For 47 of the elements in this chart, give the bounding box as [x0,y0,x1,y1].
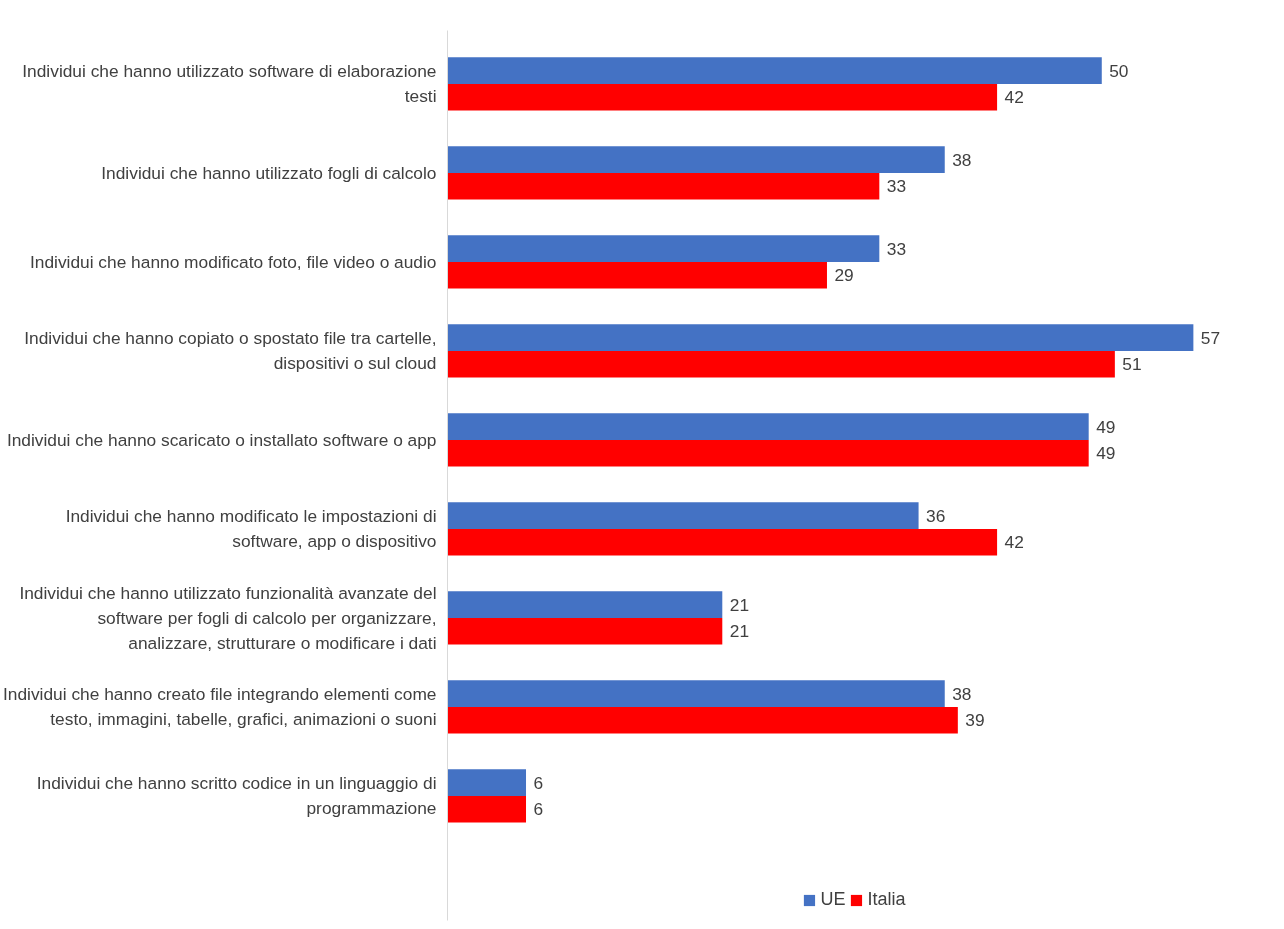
data-label: 21 [729,621,750,642]
legend-label: Italia [867,889,906,910]
bar [447,324,1194,351]
legend-label: UE [820,889,846,910]
bar [447,413,1089,440]
data-label: 57 [1200,327,1221,348]
data-label: 6 [533,772,544,793]
bar [447,591,723,618]
data-label: 33 [886,238,907,259]
bar [447,146,945,173]
bar [447,617,723,645]
data-label: 51 [1122,354,1142,375]
bar [447,502,919,529]
y-tick-label: Individui che hanno utilizzato software di elaborazione testi [22,61,437,107]
data-label: 33 [886,176,907,197]
bar [447,769,527,796]
bar [447,235,880,262]
bar [447,706,958,734]
bar [447,83,998,111]
y-tick-label: Individui che hanno modificato foto, file video o audio [29,251,437,272]
data-label: 49 [1096,416,1116,437]
data-label: 50 [1109,60,1129,81]
bar [447,57,1102,84]
data-label: 42 [1004,532,1024,553]
bar [447,528,998,556]
bar [447,439,1089,467]
data-label: 36 [926,505,946,526]
data-label: 49 [1096,443,1116,464]
data-label: 42 [1004,87,1024,108]
y-tick-label: Individui che hanno utilizzato funzionalità avanzate del software per fogli di calcolo per organizzare, analizzare, strutturare o modificare i dati [19,582,437,653]
y-tick-label: Individui che hanno scaricato o installato software o app [6,429,437,450]
data-label: 38 [952,149,972,170]
y-tick-label: Individui che hanno creato file integrando elementi come testo, immagini, tabelle, grafici, animazioni o suoni [3,684,437,730]
data-label: 29 [834,265,854,286]
data-label: 38 [952,683,972,704]
y-tick-label: Individui che hanno scritto codice in un linguaggio di programmazione [36,773,437,819]
bar [447,795,527,823]
data-label: 21 [729,594,750,615]
y-tick-label: Individui che hanno copiato o spostato file tra cartelle, dispositivi o sul cloud [24,328,437,374]
bar [447,261,827,289]
bar [447,350,1115,378]
bar [447,680,945,707]
bar [447,172,880,200]
data-label: 6 [533,799,544,820]
data-label: 39 [965,710,985,731]
y-tick-label: Individui che hanno utilizzato fogli di calcolo [101,162,437,183]
y-tick-label: Individui che hanno modificato le impostazioni di software, app o dispositivo [65,506,437,552]
